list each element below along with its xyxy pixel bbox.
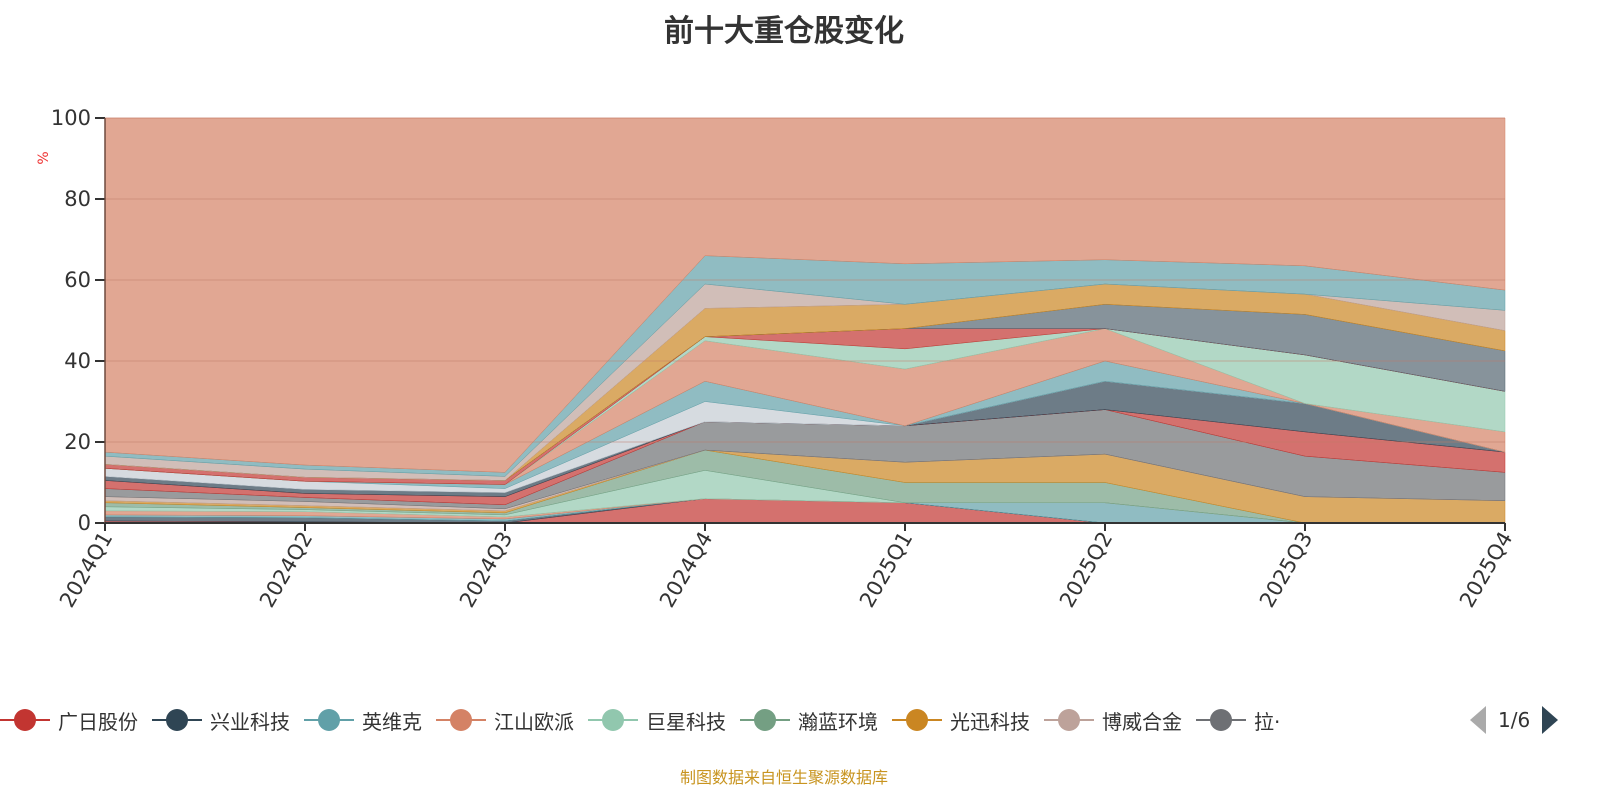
y-tick-label: 80 xyxy=(64,187,91,211)
legend-item[interactable]: 瀚蓝环境 xyxy=(740,706,878,735)
legend-marker-icon xyxy=(1044,708,1094,732)
y-tick-label: 60 xyxy=(64,268,91,292)
legend-label: 英维克 xyxy=(362,709,422,734)
legend-label: 广日股份 xyxy=(58,709,138,734)
chart-title: 前十大重仓股变化 xyxy=(664,14,904,49)
legend-item[interactable]: 兴业科技 xyxy=(152,706,290,735)
legend-item[interactable]: 英维克 xyxy=(304,706,422,735)
data-source: 制图数据来自恒生聚源数据库 xyxy=(679,768,888,787)
y-tick-label: 100 xyxy=(51,106,91,130)
x-tick-label: 2024Q1 xyxy=(55,528,117,612)
legend-page: 1/6 xyxy=(1498,708,1531,732)
x-tick-label: 2025Q3 xyxy=(1255,528,1317,612)
legend-marker-icon xyxy=(892,708,942,732)
legend-marker-icon xyxy=(0,708,50,732)
legend-label: 拉· xyxy=(1254,709,1281,734)
x-tick-label: 2024Q4 xyxy=(655,528,717,612)
legend-item[interactable]: 光迅科技 xyxy=(892,706,1030,735)
legend-pager: 1/6 xyxy=(1470,703,1559,737)
legend-item[interactable]: 博威合金 xyxy=(1044,706,1182,735)
legend-item[interactable]: 拉· xyxy=(1196,706,1280,735)
x-tick-label: 2024Q2 xyxy=(255,528,317,612)
legend-next-icon[interactable] xyxy=(1542,706,1559,734)
legend-item[interactable]: 江山欧派 xyxy=(436,706,574,735)
legend-label: 博威合金 xyxy=(1102,709,1182,734)
y-tick-label: 40 xyxy=(64,349,91,373)
legend-label: 瀚蓝环境 xyxy=(798,709,878,734)
y-tick-label: 0 xyxy=(78,511,91,535)
legend-item[interactable]: 巨星科技 xyxy=(588,706,726,735)
legend-label: 兴业科技 xyxy=(210,709,290,734)
x-tick-label: 2024Q3 xyxy=(455,528,517,612)
x-tick-label: 2025Q2 xyxy=(1055,528,1117,612)
legend-marker-icon xyxy=(588,708,638,732)
y-axis-label: % xyxy=(36,151,52,164)
legend-marker-icon xyxy=(304,708,354,732)
y-tick-label: 20 xyxy=(64,430,91,454)
legend-prev-icon[interactable] xyxy=(1470,706,1486,734)
legend: 广日股份 兴业科技 英维克 江山欧派 巨星科技 瀚蓝环境 光迅科技 博威合金 拉· xyxy=(0,703,1470,737)
legend-label: 江山欧派 xyxy=(494,709,574,734)
stacked-area-chart: 0 20 40 60 80 100% 2024Q1 2024Q2 2024Q3 2024Q4 202… xyxy=(36,106,1517,612)
legend-label: 巨星科技 xyxy=(646,709,726,734)
x-tick-label: 2025Q4 xyxy=(1455,528,1517,612)
legend-marker-icon xyxy=(436,708,486,732)
legend-label: 光迅科技 xyxy=(950,709,1030,734)
legend-marker-icon xyxy=(1196,708,1246,732)
x-tick-label: 2025Q1 xyxy=(855,528,917,612)
legend-item[interactable]: 广日股份 xyxy=(0,706,138,735)
legend-marker-icon xyxy=(152,708,202,732)
legend-marker-icon xyxy=(740,708,790,732)
